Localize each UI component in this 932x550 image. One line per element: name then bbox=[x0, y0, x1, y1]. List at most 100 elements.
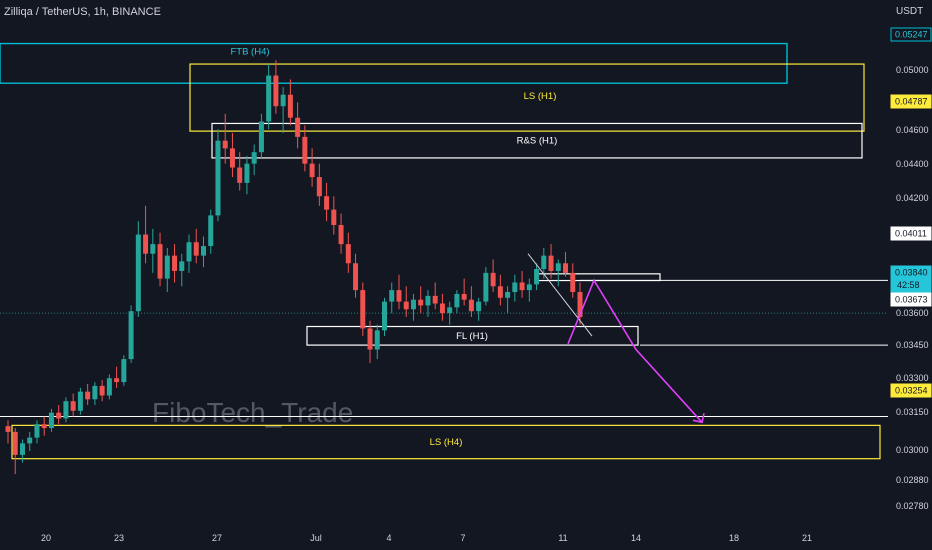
svg-text:0.03254: 0.03254 bbox=[895, 386, 928, 396]
candle bbox=[273, 60, 279, 114]
candle bbox=[425, 290, 431, 317]
candle bbox=[468, 286, 474, 317]
price-tag: 0.04011 bbox=[890, 226, 932, 241]
candle bbox=[534, 263, 540, 291]
x-tick-label: 4 bbox=[386, 533, 391, 543]
watermark-text: FiboTech_Trade bbox=[152, 397, 353, 428]
candle bbox=[331, 196, 337, 235]
x-tick-label: 14 bbox=[631, 533, 641, 543]
x-tick-label: 11 bbox=[558, 533, 567, 543]
candle bbox=[179, 253, 185, 287]
x-axis[interactable]: 20 23 27 Jul 4 7 11 14 18 21 bbox=[41, 533, 812, 543]
svg-text:0.05247: 0.05247 bbox=[895, 30, 928, 40]
candle bbox=[128, 305, 134, 363]
ls-h1-label: LS (H1) bbox=[524, 91, 557, 102]
y-tick-label: 0.03300 bbox=[896, 373, 929, 383]
candle bbox=[505, 286, 511, 314]
horizontal-lines bbox=[0, 279, 888, 418]
candle bbox=[483, 267, 489, 306]
ftb-h4-zone[interactable] bbox=[0, 42, 788, 84]
candle bbox=[287, 79, 293, 126]
projection-path[interactable] bbox=[567, 278, 703, 423]
candles-layer bbox=[5, 60, 583, 475]
candle bbox=[258, 113, 264, 158]
price-tag: 0.05247 bbox=[890, 27, 932, 42]
ls-h4-zone[interactable] bbox=[11, 424, 881, 460]
candle bbox=[106, 374, 112, 400]
x-tick-label: 23 bbox=[114, 533, 124, 543]
candle bbox=[215, 129, 221, 222]
candle bbox=[229, 133, 235, 178]
zones-layer: FTB (H4) LS (H1) R&S (H1) FL (H1) LS (H4… bbox=[0, 42, 881, 460]
svg-text:0.03840: 0.03840 bbox=[895, 268, 928, 278]
candle bbox=[324, 182, 330, 222]
candle bbox=[454, 290, 460, 314]
candle bbox=[418, 286, 424, 314]
candle bbox=[396, 274, 402, 310]
candle bbox=[316, 163, 322, 206]
svg-text:0.03673: 0.03673 bbox=[895, 295, 928, 305]
candle bbox=[382, 297, 388, 337]
candle bbox=[244, 156, 250, 195]
x-tick-label: 21 bbox=[802, 533, 812, 543]
ftb-h4-label: FTB (H4) bbox=[230, 46, 269, 57]
candle bbox=[5, 420, 11, 444]
candle bbox=[309, 148, 315, 187]
y-tick-label: 0.02780 bbox=[896, 501, 929, 511]
candle bbox=[121, 355, 127, 386]
candle bbox=[56, 405, 62, 425]
candle bbox=[512, 274, 518, 302]
candle bbox=[157, 232, 163, 287]
fl-h1-zone[interactable] bbox=[306, 325, 639, 346]
candle bbox=[77, 387, 83, 415]
candle bbox=[461, 278, 467, 306]
candle bbox=[150, 228, 156, 273]
y-tick-label: 0.04600 bbox=[896, 125, 929, 135]
candle bbox=[432, 282, 438, 310]
svg-text:0.04011: 0.04011 bbox=[895, 229, 927, 239]
candle bbox=[85, 383, 91, 406]
candle bbox=[41, 416, 47, 436]
x-tick-label: Jul bbox=[310, 533, 322, 543]
candle bbox=[519, 270, 525, 298]
ls-h1-zone[interactable] bbox=[189, 63, 865, 132]
candle bbox=[555, 259, 561, 287]
candle bbox=[548, 244, 554, 279]
candle bbox=[490, 259, 496, 293]
candle bbox=[92, 382, 98, 406]
candle bbox=[251, 144, 257, 176]
countdown-label: 42:58 bbox=[897, 280, 920, 290]
candle bbox=[48, 408, 54, 432]
candle bbox=[497, 274, 503, 306]
x-tick-label: 20 bbox=[41, 533, 51, 543]
candle bbox=[389, 282, 395, 314]
fl-h1-label: FL (H1) bbox=[456, 331, 488, 342]
x-tick-label: 7 bbox=[460, 533, 465, 543]
candle bbox=[353, 253, 359, 298]
y-tick-label: 0.05000 bbox=[896, 65, 929, 75]
y-tick-label: 0.03600 bbox=[896, 308, 929, 318]
candle bbox=[577, 282, 583, 325]
y-tick-label: 0.02880 bbox=[896, 475, 929, 485]
price-tag: 0.04787 bbox=[890, 94, 932, 109]
rs-h1-label: R&S (H1) bbox=[517, 136, 558, 147]
candle bbox=[135, 221, 141, 317]
rs-h1-zone[interactable] bbox=[211, 122, 863, 159]
candle bbox=[266, 64, 272, 130]
candle bbox=[99, 380, 105, 402]
x-tick-label: 18 bbox=[729, 533, 739, 543]
candle bbox=[208, 209, 214, 254]
price-axis-unit: USDT bbox=[896, 6, 924, 17]
candle bbox=[476, 297, 482, 321]
candle bbox=[164, 247, 170, 293]
candle bbox=[570, 263, 576, 298]
y-tick-label: 0.03000 bbox=[896, 445, 929, 455]
y-tick-label: 0.03150 bbox=[896, 407, 929, 417]
y-tick-label: 0.04200 bbox=[896, 193, 929, 203]
x-tick-label: 27 bbox=[212, 533, 222, 543]
trendline[interactable] bbox=[527, 253, 593, 337]
candle bbox=[447, 301, 453, 325]
candle bbox=[27, 431, 33, 452]
candle bbox=[193, 228, 199, 264]
